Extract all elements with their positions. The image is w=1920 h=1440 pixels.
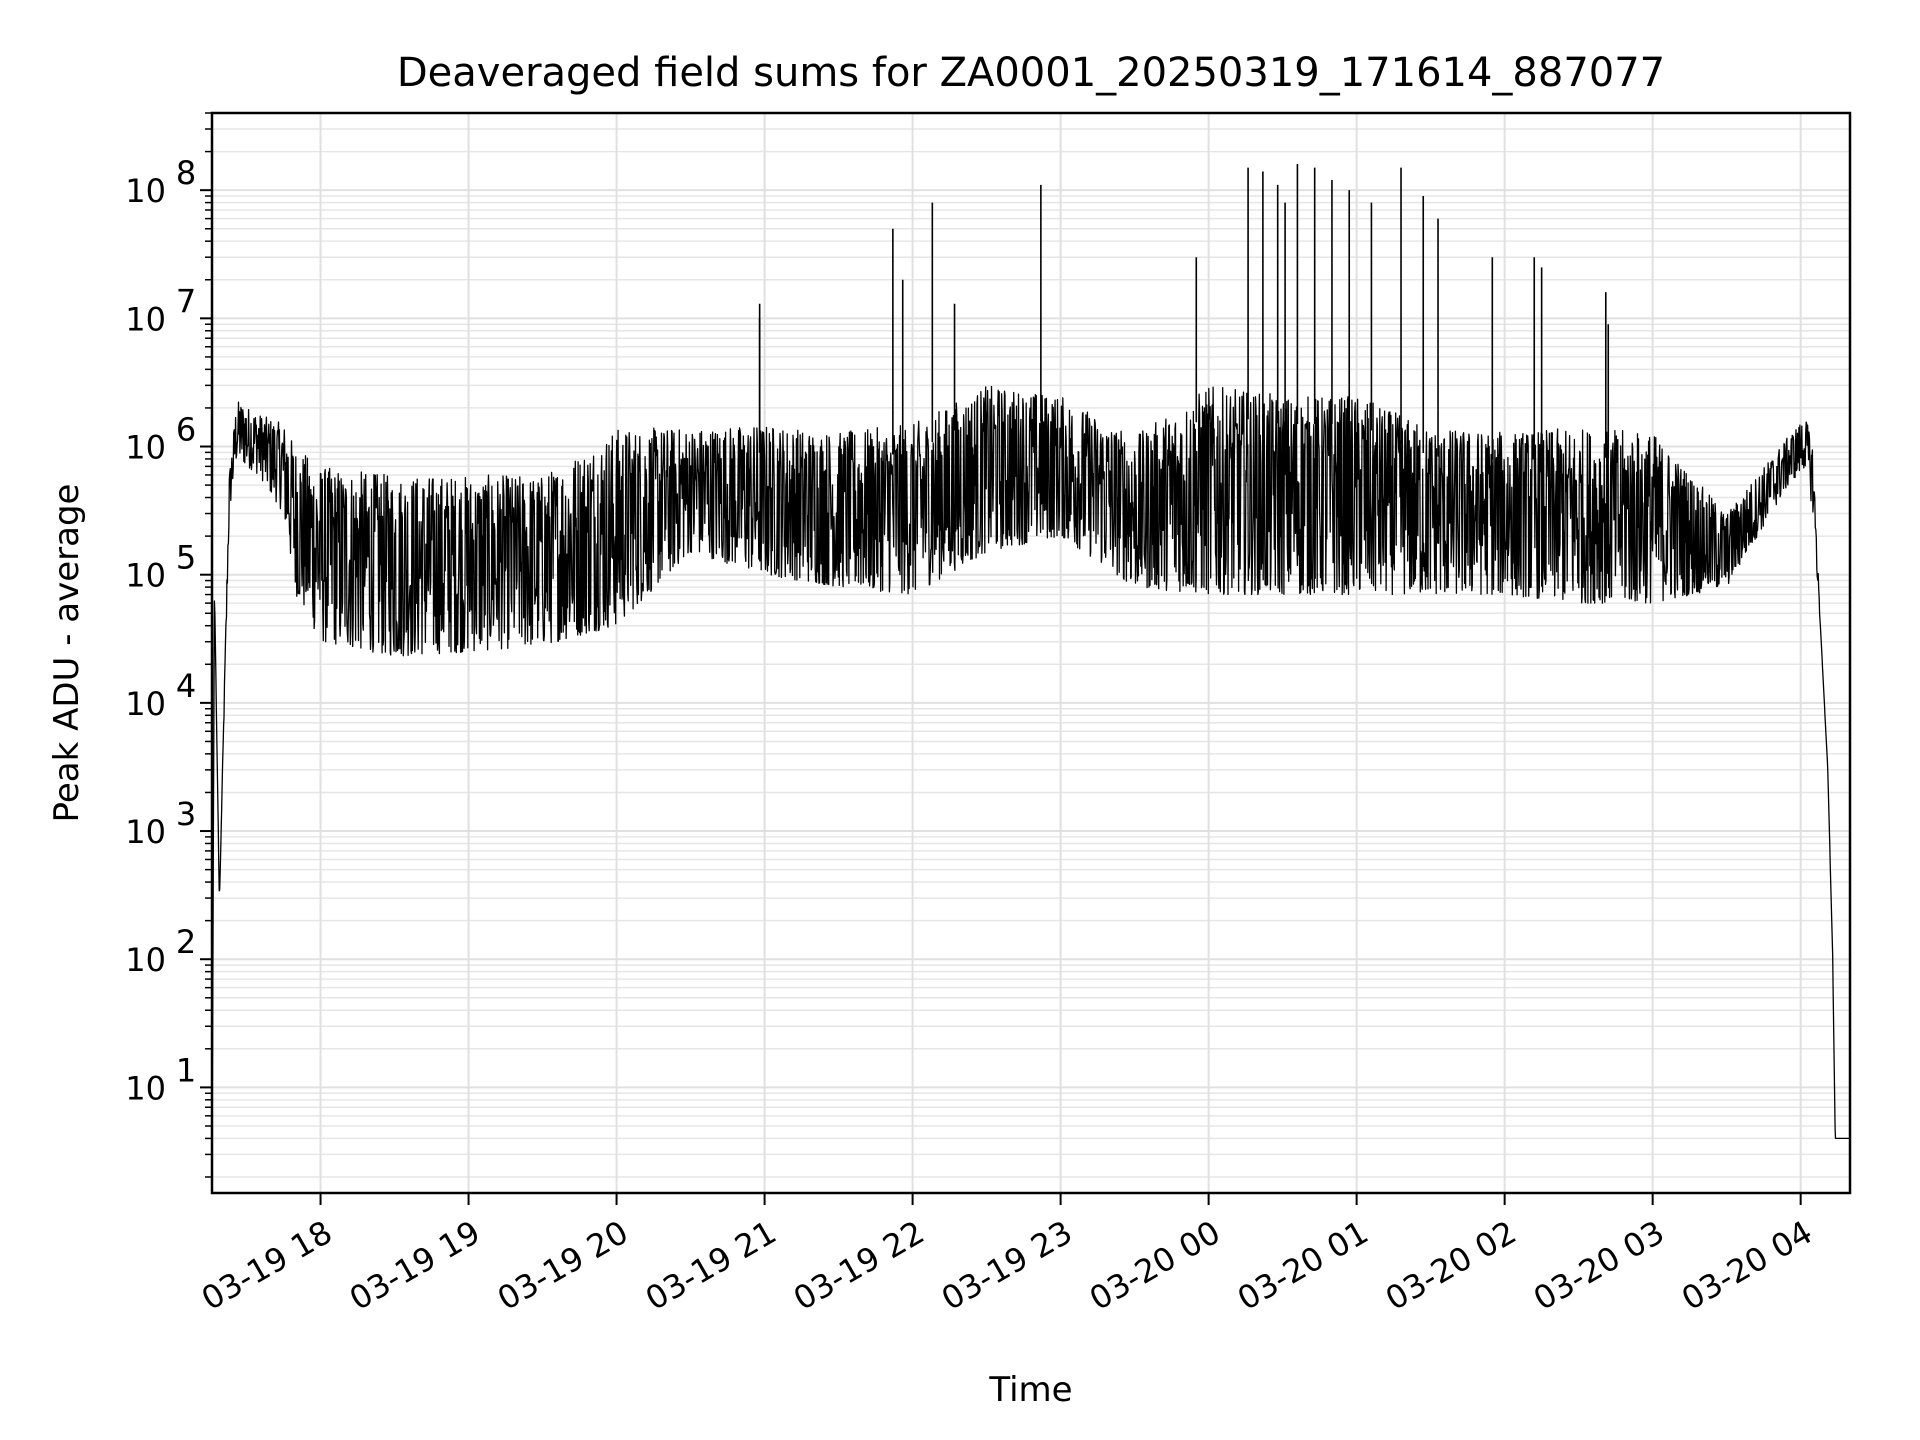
y-tick-label: 10 bbox=[125, 557, 166, 595]
y-tick-label: 10 bbox=[125, 685, 166, 723]
y-axis-label: Peak ADU - average bbox=[47, 484, 87, 823]
y-tick-exponent: 2 bbox=[176, 923, 196, 961]
series-line bbox=[211, 385, 1851, 1178]
y-tick-exponent: 7 bbox=[176, 282, 196, 320]
y-tick-label: 10 bbox=[125, 300, 166, 338]
y-tick-label: 10 bbox=[125, 941, 166, 979]
plot-frame bbox=[210, 111, 1852, 1195]
y-tick-exponent: 5 bbox=[176, 539, 196, 577]
y-axis: 10 1 10 2 10 3 10 4 10 5 10 6 10 7 10 8 bbox=[125, 112, 212, 1178]
y-tick-label: 10 bbox=[125, 172, 166, 210]
chart-title: Deaveraged field sums for ZA0001_2025031… bbox=[397, 50, 1665, 96]
major-gridlines bbox=[212, 113, 1850, 1193]
y-tick-exponent: 3 bbox=[176, 795, 196, 833]
y-tick-exponent: 8 bbox=[176, 154, 196, 192]
y-tick-exponent: 6 bbox=[176, 411, 196, 449]
y-tick-exponent: 1 bbox=[176, 1051, 196, 1089]
y-tick-exponent: 4 bbox=[176, 667, 196, 705]
y-tick-label: 10 bbox=[125, 813, 166, 851]
y-tick-label: 10 bbox=[125, 1069, 166, 1107]
data-series bbox=[211, 164, 1851, 1178]
y-tick-label: 10 bbox=[125, 429, 166, 467]
x-axis-label: Time bbox=[988, 1370, 1072, 1410]
